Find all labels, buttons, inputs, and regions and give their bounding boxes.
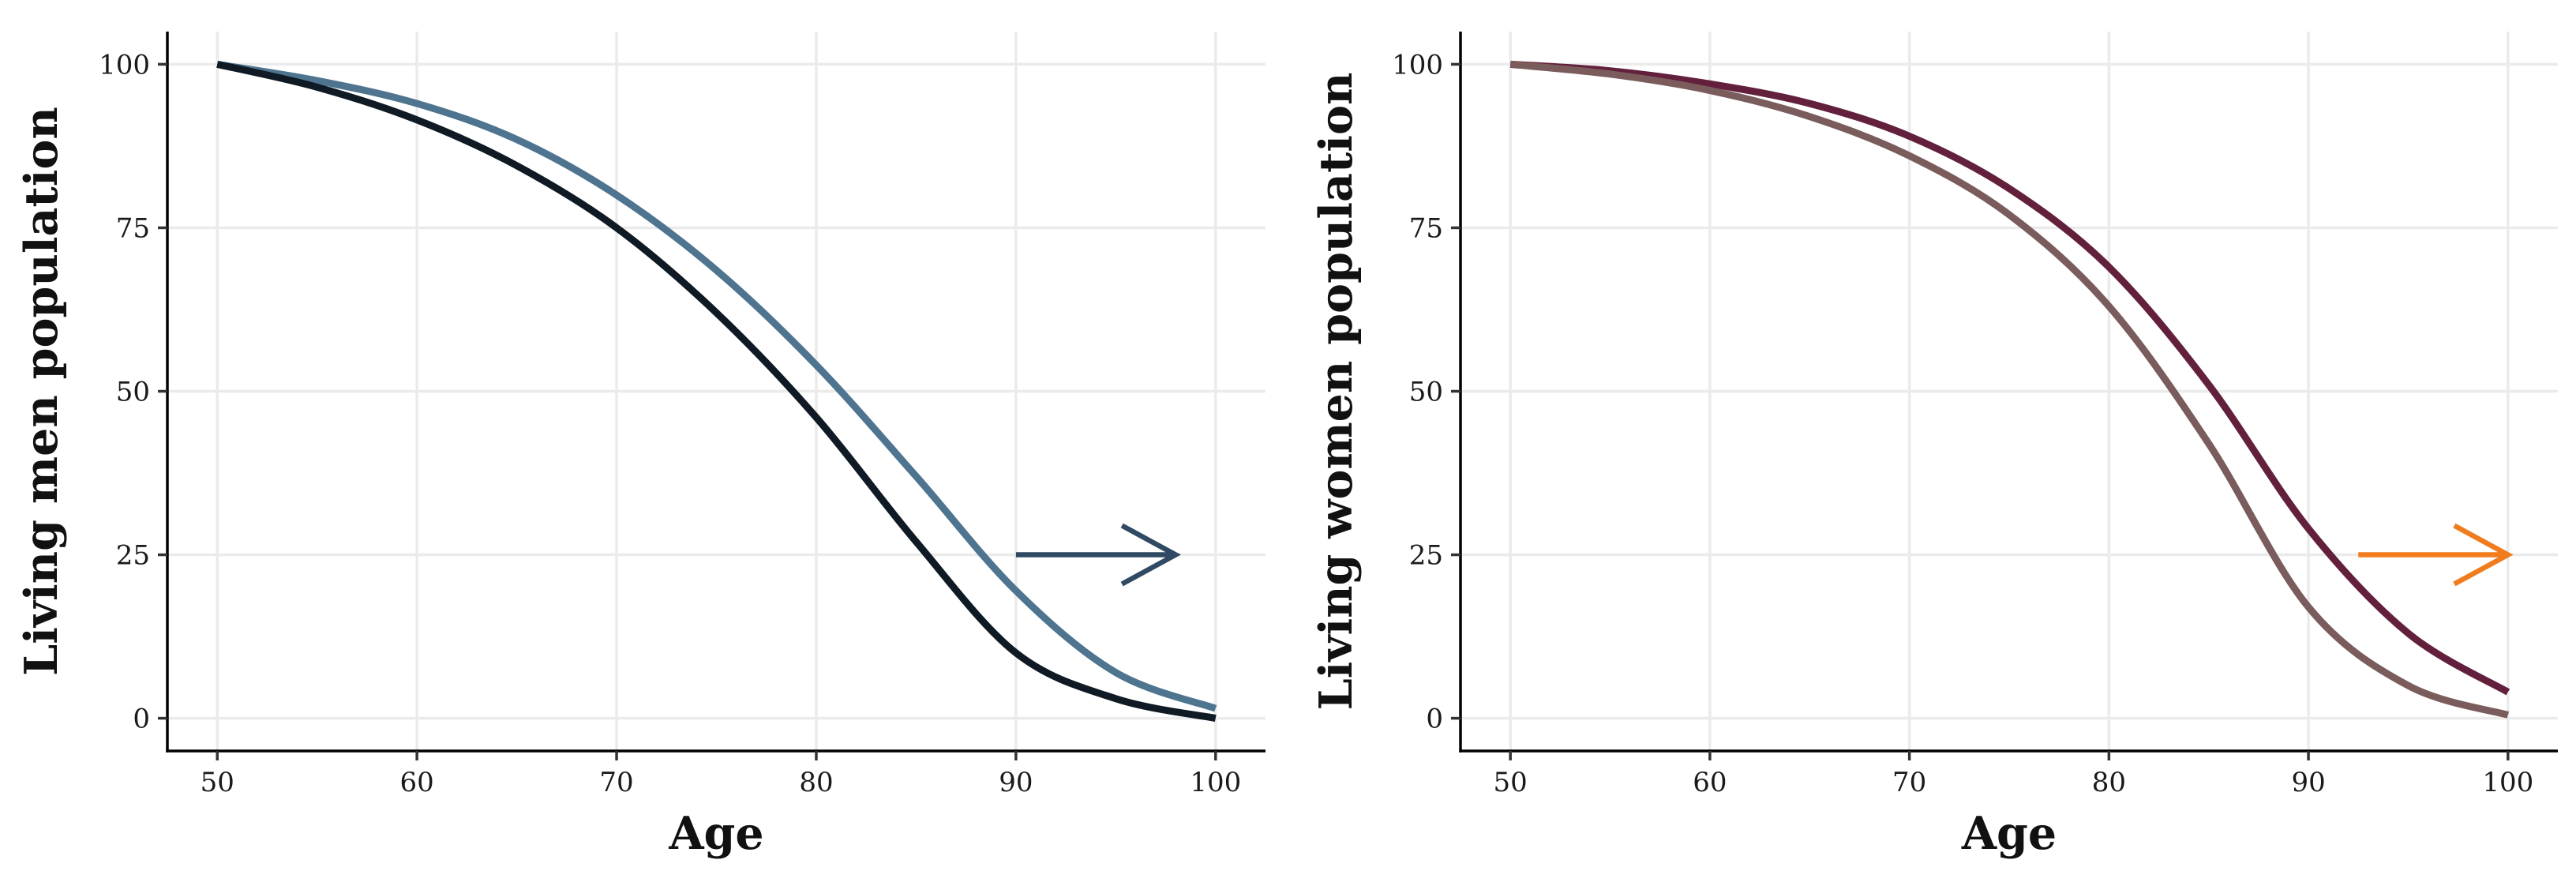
x-tick-label: 70 — [599, 767, 633, 798]
x-tick-label: 100 — [1190, 767, 1241, 798]
arrow-head — [1120, 523, 1181, 587]
y-tick-label: 50 — [1409, 377, 1443, 408]
y-axis-title: Living women population — [1310, 73, 1363, 711]
y-tick-label: 25 — [1409, 540, 1443, 572]
x-tick-label: 90 — [999, 767, 1033, 798]
chart-panel-1: 50 60 70 80 90 100 0 25 50 75 100 Age Living men pop… — [15, 32, 1266, 860]
y-tick-label: 25 — [116, 540, 150, 572]
x-tick-label: 60 — [1693, 767, 1727, 798]
series-line-1 — [216, 60, 1217, 712]
arrow-annotation-1 — [1015, 523, 1181, 587]
x-tick-label: 70 — [1892, 767, 1926, 798]
x-axis-title: Age — [668, 807, 763, 860]
arrow-head — [2453, 523, 2514, 587]
x-tick-label: 60 — [400, 767, 434, 798]
y-tick-label: 100 — [99, 49, 150, 81]
y-tick-label: 0 — [133, 704, 150, 735]
series-line-2 — [216, 61, 1217, 723]
x-tick-label: 80 — [2092, 767, 2126, 798]
y-axis-title: Living men population — [15, 107, 68, 676]
y-tick-label: 100 — [1392, 49, 1443, 81]
chart-panel-2: 50 60 70 80 90 100 0 25 50 75 100 Age Living women p… — [1310, 32, 2558, 860]
x-tick-label: 50 — [1494, 767, 1528, 798]
x-tick-label: 80 — [799, 767, 833, 798]
x-axis-title: Age — [1961, 807, 2057, 860]
y-tick-label: 75 — [1409, 212, 1443, 244]
y-tick-label: 75 — [116, 212, 150, 244]
arrow-annotation-1 — [2358, 523, 2514, 587]
x-tick-label: 50 — [201, 767, 234, 798]
x-tick-label: 90 — [2291, 767, 2325, 798]
series-line-2 — [1509, 60, 2510, 719]
y-tick-label: 0 — [1426, 704, 1443, 735]
series-line-1 — [1509, 60, 2510, 696]
x-tick-label: 100 — [2482, 767, 2533, 798]
y-tick-label: 50 — [116, 377, 150, 408]
